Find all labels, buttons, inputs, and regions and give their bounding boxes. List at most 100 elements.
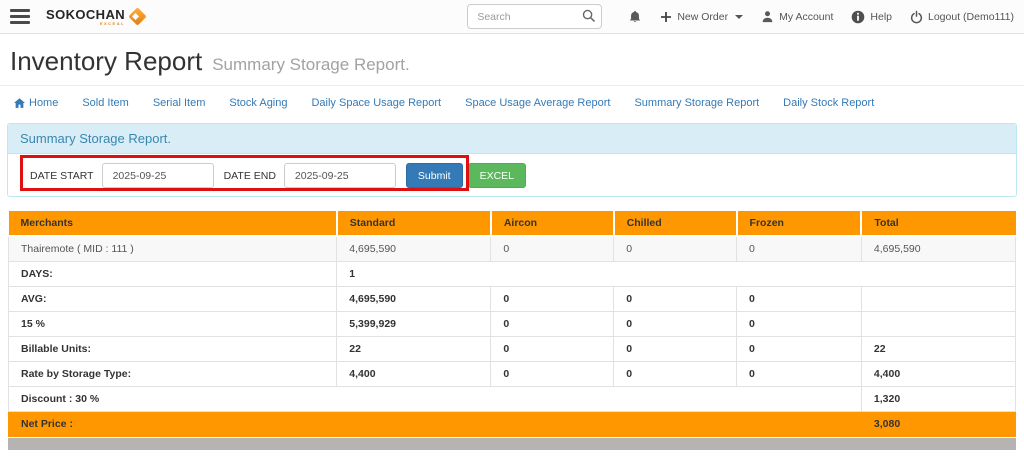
nav-item-label: Stock Aging (229, 97, 288, 109)
empty-cell (860, 286, 1017, 312)
page-subtitle: Summary Storage Report. (212, 55, 410, 74)
new-order-dropdown[interactable]: New Order (660, 10, 744, 23)
hamburger-menu-icon[interactable] (10, 9, 30, 24)
table-row-days: DAYS: 1 (7, 261, 1016, 287)
page-title: Inventory Report (10, 46, 203, 76)
cell-value: 0 (613, 311, 738, 337)
cell-value: 0 (490, 361, 615, 387)
logout-button[interactable]: Logout (Demo111) (910, 10, 1014, 24)
table-row-discount: Discount : 30 % 1,320 (8, 386, 1017, 412)
nav-item-label: Daily Stock Report (783, 97, 875, 109)
my-account-button[interactable]: My Account (761, 10, 833, 23)
help-button[interactable]: Help (851, 10, 892, 24)
search-input[interactable] (467, 4, 603, 29)
cell-value: 0 (736, 361, 862, 387)
nav-item-label: Sold Item (82, 97, 129, 109)
plus-icon (661, 11, 672, 22)
nav-item-serial-item[interactable]: Serial Item (153, 97, 206, 109)
header-merchants: Merchants (8, 211, 338, 237)
cell-value: 0 (736, 311, 862, 337)
nav-item-sold-item[interactable]: Sold Item (82, 97, 128, 109)
summary-storage-table: Merchants Standard Aircon Chilled Frozen… (7, 211, 1017, 437)
info-icon (852, 10, 865, 23)
row-label: 15 % (7, 311, 338, 337)
help-label: Help (870, 10, 892, 23)
header-frozen: Frozen (736, 211, 863, 237)
cell-value: 0 (736, 235, 862, 262)
header-total: Total (861, 211, 1016, 237)
empty-cell (490, 261, 1016, 287)
cell-value: 4,695,590 (860, 235, 1017, 262)
search-submit-button[interactable] (582, 9, 596, 22)
table-header-row: Merchants Standard Aircon Chilled Frozen… (8, 211, 1016, 237)
cell-value: 22 (336, 336, 492, 362)
cell-value: 4,695,590 (336, 286, 492, 312)
cell-value: 1,320 (860, 386, 1017, 412)
table-row-billable-units: Billable Units: 22 0 0 0 22 (7, 336, 1017, 362)
brand-name: SOKOCHAN (46, 6, 126, 22)
horizontal-scrollbar[interactable] (8, 438, 1016, 450)
date-end-input[interactable] (283, 163, 396, 188)
cell-value: 0 (736, 286, 862, 312)
excel-export-button[interactable]: EXCEL (467, 163, 527, 188)
logout-label: Logout (Demo111) (928, 10, 1014, 23)
cell-value: 0 (490, 336, 615, 362)
cell-value: 4,695,590 (336, 235, 492, 262)
nav-item-summary-storage-report[interactable]: Summary Storage Report (634, 97, 759, 109)
table-row-merchant: Thairemote ( MID : 111 ) 4,695,590 0 0 0… (7, 235, 1017, 262)
cell-value: 5,399,929 (336, 311, 492, 337)
date-end-label: DATE END (223, 169, 276, 182)
nav-item-label: Home (29, 97, 59, 109)
nav-item-home[interactable]: Home (14, 97, 58, 109)
notifications-button[interactable] (628, 9, 642, 24)
nav-item-stock-aging[interactable]: Stock Aging (229, 97, 287, 109)
submit-button[interactable]: Submit (405, 163, 463, 188)
cell-value: 1 (336, 261, 491, 287)
empty-cell (860, 311, 1017, 337)
row-label: Rate by Storage Type: (7, 361, 338, 387)
cell-value: 0 (736, 336, 862, 362)
my-account-label: My Account (779, 10, 834, 23)
panel-body: DATE START DATE END Submit EXCEL (8, 154, 1016, 196)
top-navbar: SOKOCHAN EXCEAL (0, 0, 1024, 34)
nav-item-label: Space Usage Average Report (465, 97, 611, 109)
cell-value: 0 (490, 286, 615, 312)
user-icon (762, 11, 773, 23)
date-start-label: DATE START (30, 169, 94, 182)
cell-value: 0 (613, 235, 738, 262)
row-label: Discount : 30 % (8, 386, 862, 412)
cell-value: 4,400 (336, 361, 492, 387)
panel-heading: Summary Storage Report. (8, 124, 1016, 154)
cell-value: 0 (613, 336, 738, 362)
bell-icon (630, 10, 641, 23)
search-box (467, 4, 603, 29)
cell-value: 4,400 (860, 361, 1017, 387)
nav-item-daily-stock-report[interactable]: Daily Stock Report (783, 97, 874, 109)
cell-value: 3,080 (860, 411, 1017, 437)
title-divider (0, 85, 1024, 86)
cell-value: 0 (613, 361, 738, 387)
header-standard: Standard (336, 211, 492, 237)
brand-logo[interactable]: SOKOCHAN EXCEAL (46, 7, 147, 26)
nav-item-label: Daily Space Usage Report (311, 97, 442, 109)
page-header: Inventory Report Summary Storage Report. (0, 34, 1024, 85)
cell-value: 22 (860, 336, 1017, 362)
row-label: Net Price : (8, 411, 862, 437)
row-label: Billable Units: (7, 336, 338, 362)
nav-item-space-usage-average-report[interactable]: Space Usage Average Report (465, 97, 610, 109)
table-row-15pct: 15 % 5,399,929 0 0 0 (7, 311, 1017, 337)
nav-item-label: Serial Item (152, 97, 206, 109)
cell-value: 0 (490, 235, 615, 262)
power-icon (910, 10, 923, 23)
date-filter-form: DATE START DATE END Submit EXCEL (18, 163, 1006, 188)
date-start-input[interactable] (101, 163, 214, 188)
diamond-logo-icon (128, 7, 147, 26)
nav-item-daily-space-usage-report[interactable]: Daily Space Usage Report (311, 97, 441, 109)
table-row-avg: AVG: 4,695,590 0 0 0 (7, 286, 1017, 312)
cell-value: 0 (490, 311, 615, 337)
new-order-label: New Order (677, 10, 729, 23)
header-aircon: Aircon (490, 211, 615, 237)
search-icon (583, 9, 596, 22)
cell-value: 0 (613, 286, 738, 312)
row-label: AVG: (7, 286, 338, 312)
